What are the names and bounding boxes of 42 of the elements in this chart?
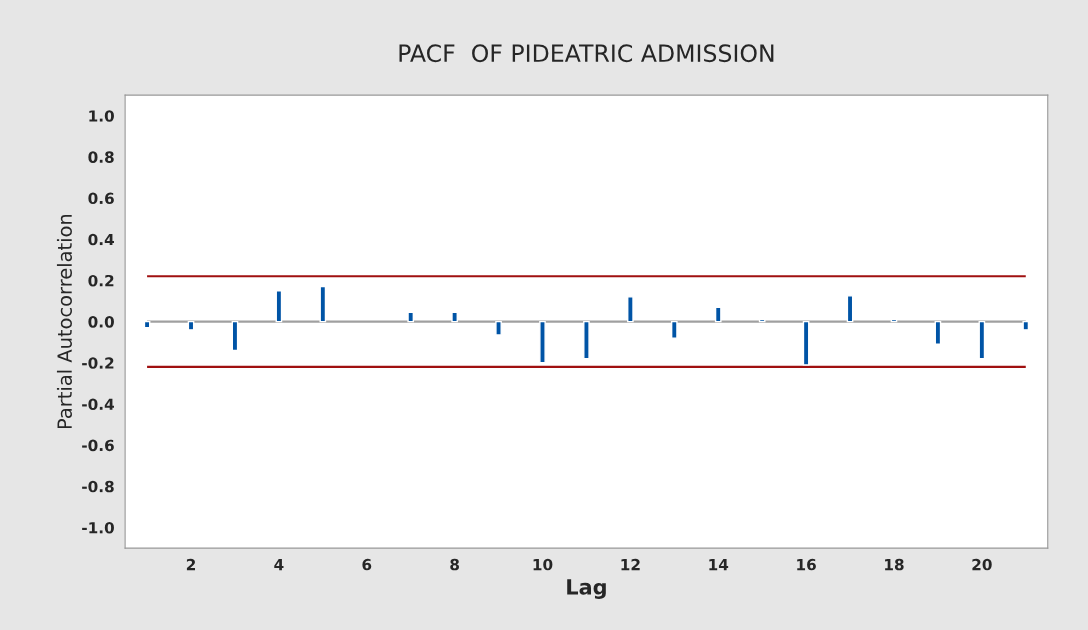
x-tick-label: 12 [621,558,640,571]
bar [978,320,986,360]
bar [231,320,239,352]
chart-title: PACF OF PIDEATRIC ADMISSION [399,44,774,63]
bar [802,320,810,366]
x-axis-title: Lag [567,579,606,600]
bar [495,320,502,336]
x-tick-label: 20 [972,558,992,571]
x-tick-label: 8 [450,558,459,571]
x-tick-label: 10 [533,558,553,571]
x-tick-label: 14 [709,558,729,571]
x-tick-label: 18 [885,558,904,571]
bar [539,320,546,364]
bar [187,320,195,331]
bar [275,290,283,323]
x-tick-label: 4 [274,558,284,571]
y-tick-label: 0.2 [88,274,114,287]
y-tick-label: -1.0 [82,521,114,534]
bar [407,311,415,323]
bar [934,320,942,345]
x-tick-label: 6 [362,558,372,571]
bar [627,296,634,323]
y-tick-label: -0.8 [82,480,114,493]
y-tick-label: 0.6 [88,192,114,205]
bar [846,295,854,323]
y-tick-label: 0.4 [88,233,114,246]
y-tick-label: 1.0 [89,110,114,122]
bar [451,311,458,323]
bar [583,320,590,360]
x-tick-label: 2 [186,558,196,571]
x-tick-label: 16 [797,558,816,571]
bar [714,306,722,323]
bar [670,320,678,339]
bar [758,318,766,323]
y-tick-label: 0.8 [88,151,114,163]
y-tick-label: -0.2 [82,357,114,369]
y-tick-label: -0.6 [82,439,114,452]
y-tick-label: -0.4 [82,398,114,410]
bar [319,285,327,323]
bar [1022,320,1030,331]
y-axis-title: Partial Autocorrelation [56,214,72,429]
y-tick-label: 0.0 [88,316,114,328]
